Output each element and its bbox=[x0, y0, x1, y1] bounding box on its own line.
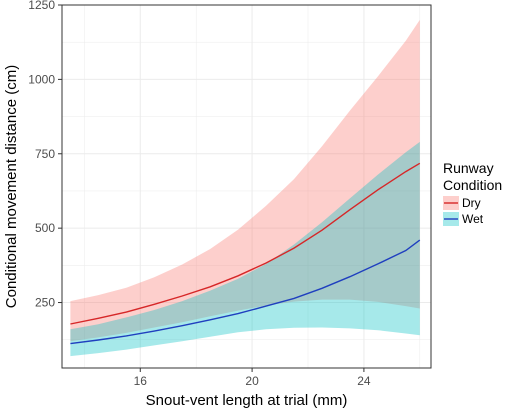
band-dry bbox=[70, 19, 420, 342]
legend-item-dry: Dry bbox=[443, 196, 481, 210]
legend-label-dry: Dry bbox=[462, 196, 481, 210]
y-tick-label: 750 bbox=[35, 147, 55, 161]
legend-title-line-1: Runway bbox=[443, 160, 494, 176]
y-tick-label: 1000 bbox=[28, 72, 55, 86]
x-axis-title: Snout-vent length at trial (mm) bbox=[146, 392, 348, 409]
legend-label-wet: Wet bbox=[462, 212, 484, 226]
line-dry bbox=[70, 162, 421, 325]
legend: Runway Condition Dry Wet bbox=[443, 160, 502, 226]
x-tick-label: 16 bbox=[134, 374, 148, 388]
panel-border bbox=[61, 4, 432, 369]
band-layer bbox=[70, 19, 420, 357]
panel-background bbox=[62, 5, 431, 368]
y-axis-title: Conditional movement distance (cm) bbox=[3, 65, 20, 308]
legend-item-wet: Wet bbox=[443, 212, 484, 226]
legend-title-line-2: Condition bbox=[443, 177, 502, 193]
x-tick-label: 20 bbox=[245, 374, 259, 388]
y-tick-label: 500 bbox=[35, 221, 55, 235]
y-tick-label: 1250 bbox=[28, 0, 55, 12]
y-tick-label: 250 bbox=[35, 296, 55, 310]
legend-items: Dry Wet bbox=[443, 196, 484, 226]
line-wet bbox=[70, 239, 421, 345]
line-layer bbox=[70, 162, 421, 345]
band-wet bbox=[70, 141, 420, 357]
x-tick-label: 24 bbox=[357, 374, 371, 388]
axis-layer: 16 20 24 250 500 750 1000 1250 bbox=[28, 0, 371, 388]
